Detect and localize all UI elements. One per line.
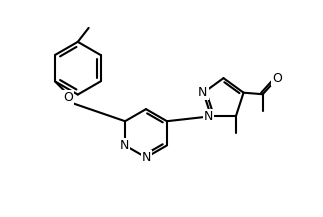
Text: N: N — [142, 151, 151, 164]
Text: O: O — [63, 91, 73, 104]
Text: N: N — [204, 110, 213, 123]
Text: O: O — [272, 72, 282, 85]
Text: O: O — [63, 91, 73, 104]
Text: N: N — [120, 139, 129, 152]
Text: N: N — [198, 85, 207, 99]
